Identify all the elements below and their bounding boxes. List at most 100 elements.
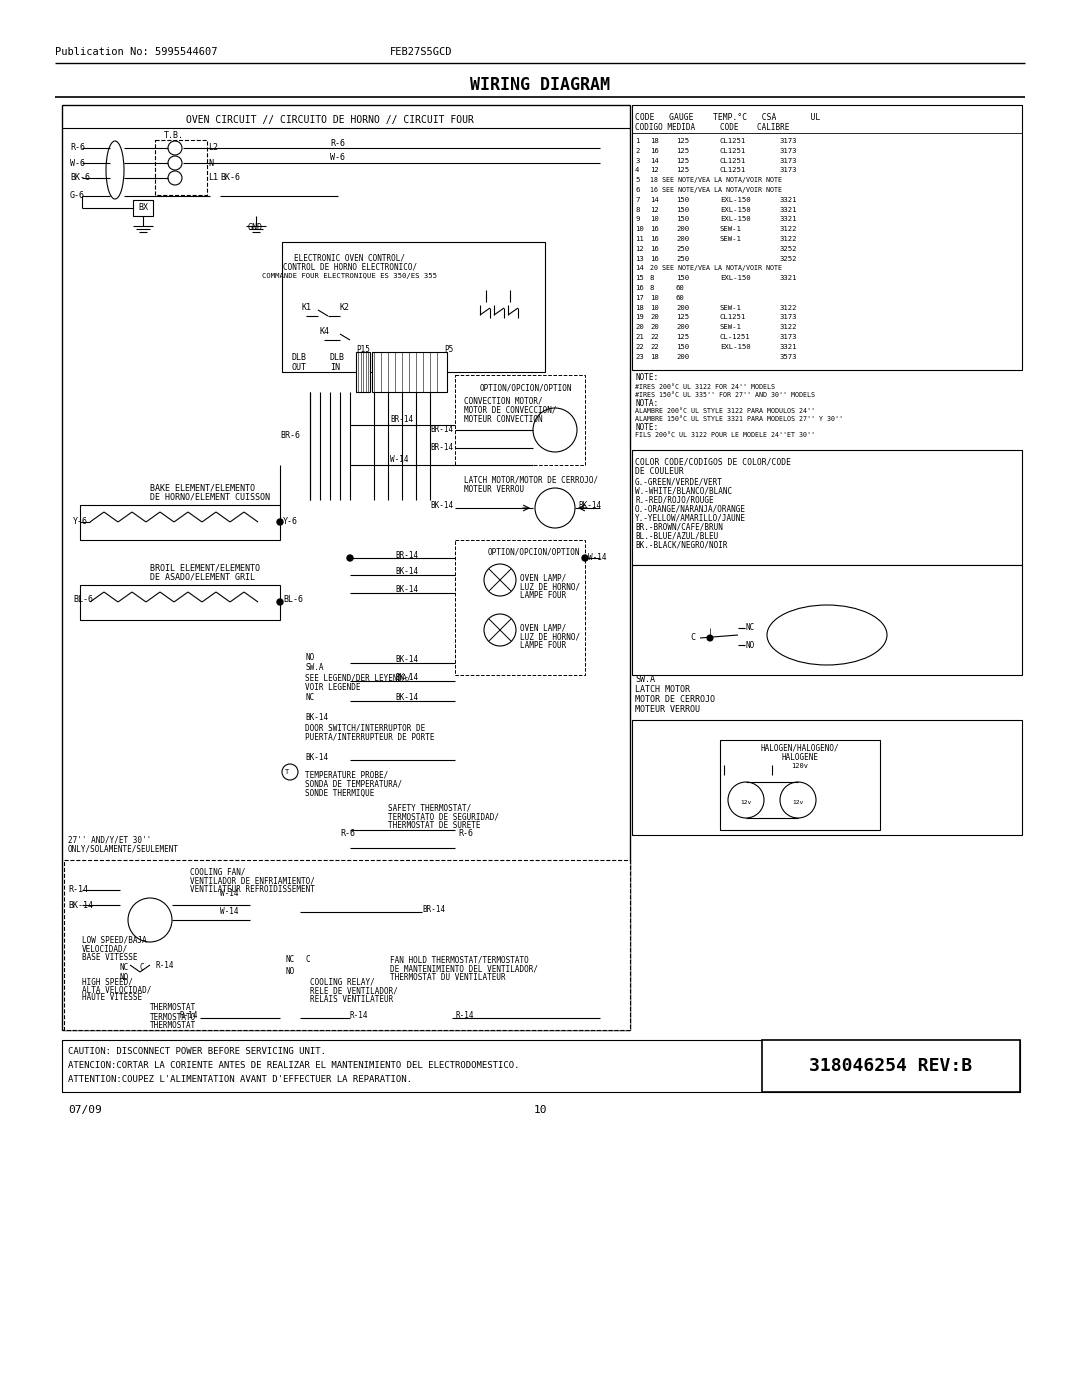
Text: CONTROL DE HORNO ELECTRONICO/: CONTROL DE HORNO ELECTRONICO/ xyxy=(283,263,417,271)
Circle shape xyxy=(276,599,283,605)
Text: 18: 18 xyxy=(650,138,659,144)
Text: R-6: R-6 xyxy=(330,138,345,148)
Text: 125: 125 xyxy=(676,138,689,144)
Text: Y.-YELLOW/AMARILLO/JAUNE: Y.-YELLOW/AMARILLO/JAUNE xyxy=(635,514,746,522)
Text: 15: 15 xyxy=(635,275,644,281)
Bar xyxy=(80,504,280,541)
Text: 17: 17 xyxy=(635,295,644,300)
Circle shape xyxy=(129,898,172,942)
Text: OVEN LAMP/: OVEN LAMP/ xyxy=(519,574,566,583)
Text: BL.-BLUE/AZUL/BLEU: BL.-BLUE/AZUL/BLEU xyxy=(635,531,718,541)
Text: BR-14: BR-14 xyxy=(390,415,414,425)
Text: 18: 18 xyxy=(635,305,644,310)
Text: R-14: R-14 xyxy=(180,1010,199,1020)
Bar xyxy=(356,352,370,393)
Text: MOTEUR CONVECTION: MOTEUR CONVECTION xyxy=(464,415,542,423)
Text: 23: 23 xyxy=(635,353,644,359)
Text: 2: 2 xyxy=(635,148,639,154)
Bar xyxy=(455,374,585,465)
Text: 125: 125 xyxy=(676,334,689,339)
Text: LUZ DE HORNO/: LUZ DE HORNO/ xyxy=(519,583,580,591)
Text: 21: 21 xyxy=(635,334,644,339)
Circle shape xyxy=(168,170,183,184)
Bar xyxy=(762,1039,1020,1092)
Text: NO: NO xyxy=(120,974,130,982)
Text: NOTE:: NOTE: xyxy=(635,422,658,432)
Text: R-6: R-6 xyxy=(70,144,85,152)
Text: SEW-1: SEW-1 xyxy=(720,226,742,232)
Text: BK-14: BK-14 xyxy=(395,567,418,577)
Text: BK.-BLACK/NEGRO/NOIR: BK.-BLACK/NEGRO/NOIR xyxy=(635,541,728,549)
Text: CL1251: CL1251 xyxy=(720,168,746,173)
Text: OPTION/OPCION/OPTION: OPTION/OPCION/OPTION xyxy=(488,548,581,556)
Text: NO: NO xyxy=(285,968,294,977)
Text: BK-14: BK-14 xyxy=(68,901,93,909)
Bar xyxy=(632,105,1022,370)
Text: ONLY/SOLAMENTE/SEULEMENT: ONLY/SOLAMENTE/SEULEMENT xyxy=(68,845,179,854)
Text: BL-6: BL-6 xyxy=(73,595,93,605)
Text: OUT: OUT xyxy=(292,363,307,373)
Text: VOIR LEGENDE: VOIR LEGENDE xyxy=(305,683,361,692)
Text: 22: 22 xyxy=(635,344,644,349)
Ellipse shape xyxy=(767,605,887,665)
Text: COLOR CODE/CODIGOS DE COLOR/CODE: COLOR CODE/CODIGOS DE COLOR/CODE xyxy=(635,457,791,467)
Text: SEW-1: SEW-1 xyxy=(720,236,742,242)
Text: MOTEUR VERROU: MOTEUR VERROU xyxy=(635,705,700,714)
Text: 3: 3 xyxy=(635,158,639,163)
Bar xyxy=(64,861,630,1030)
Text: 10: 10 xyxy=(650,295,659,300)
Text: BK-14: BK-14 xyxy=(578,500,602,510)
Text: 3122: 3122 xyxy=(780,236,797,242)
Text: VENTILADOR DE ENFRIAMIENTO/: VENTILADOR DE ENFRIAMIENTO/ xyxy=(190,876,315,886)
Text: NO: NO xyxy=(305,654,314,662)
Text: ATTENTION:COUPEZ L'ALIMENTATION AVANT D'EFFECTUER LA REPARATION.: ATTENTION:COUPEZ L'ALIMENTATION AVANT D'… xyxy=(68,1076,411,1084)
Text: 125: 125 xyxy=(676,158,689,163)
Text: NO: NO xyxy=(745,640,754,650)
Text: COOLING RELAY/: COOLING RELAY/ xyxy=(310,978,375,986)
Text: 20: 20 xyxy=(650,314,659,320)
Text: IN: IN xyxy=(330,363,340,373)
Text: NOTA:: NOTA: xyxy=(635,398,658,408)
Text: DE ASADO/ELEMENT GRIL: DE ASADO/ELEMENT GRIL xyxy=(150,573,255,581)
Bar xyxy=(720,740,880,830)
Text: 200: 200 xyxy=(676,305,689,310)
Text: LUZ DE HORNO/: LUZ DE HORNO/ xyxy=(519,633,580,641)
Text: DLB: DLB xyxy=(330,353,345,362)
Text: CODE    CALIBRE: CODE CALIBRE xyxy=(720,123,789,131)
Text: CL-1251: CL-1251 xyxy=(720,334,751,339)
FancyBboxPatch shape xyxy=(635,570,1015,665)
Text: HIGH SPEED/: HIGH SPEED/ xyxy=(82,978,133,986)
Text: NC: NC xyxy=(285,956,294,964)
Text: BR-14: BR-14 xyxy=(395,550,418,560)
Text: BAKE ELEMENT/ELEMENTO: BAKE ELEMENT/ELEMENTO xyxy=(150,483,255,493)
Text: ALAMBRE 150°C UL STYLE 3321 PARA MODELOS 27'' Y 30'': ALAMBRE 150°C UL STYLE 3321 PARA MODELOS… xyxy=(635,416,843,422)
Text: 3173: 3173 xyxy=(780,138,797,144)
Text: R-14: R-14 xyxy=(455,1010,473,1020)
Text: 150: 150 xyxy=(676,217,689,222)
Text: 22: 22 xyxy=(650,344,659,349)
Text: GND: GND xyxy=(248,224,264,232)
Text: BR.-BROWN/CAFE/BRUN: BR.-BROWN/CAFE/BRUN xyxy=(635,522,723,531)
Text: BR-14: BR-14 xyxy=(430,443,454,453)
Text: C: C xyxy=(140,964,145,972)
Text: R.-RED/ROJO/ROUGE: R.-RED/ROJO/ROUGE xyxy=(635,496,714,504)
Text: R-14: R-14 xyxy=(156,961,174,970)
Text: CL1251: CL1251 xyxy=(720,138,746,144)
Text: 3173: 3173 xyxy=(780,158,797,163)
Text: #IRES 150°C UL 335'' FOR 27'' AND 30'' MODELS: #IRES 150°C UL 335'' FOR 27'' AND 30'' M… xyxy=(635,393,815,398)
Text: 16: 16 xyxy=(650,148,659,154)
Text: N: N xyxy=(208,158,213,168)
Text: BK-14: BK-14 xyxy=(395,585,418,595)
Text: MOTOR DE CONVECCION/: MOTOR DE CONVECCION/ xyxy=(464,405,556,415)
Text: 12: 12 xyxy=(650,207,659,212)
Text: K2: K2 xyxy=(340,303,350,313)
Text: R-14: R-14 xyxy=(68,886,87,894)
Text: SW.A: SW.A xyxy=(305,664,324,672)
Text: 14: 14 xyxy=(650,197,659,203)
Text: T.B.: T.B. xyxy=(164,131,184,141)
Text: EXL-150: EXL-150 xyxy=(720,197,751,203)
Text: 3321: 3321 xyxy=(780,217,797,222)
Text: 3321: 3321 xyxy=(780,207,797,212)
Text: 16 SEE NOTE/VEA LA NOTA/VOIR NOTE: 16 SEE NOTE/VEA LA NOTA/VOIR NOTE xyxy=(650,187,782,193)
Text: 20: 20 xyxy=(635,324,644,330)
